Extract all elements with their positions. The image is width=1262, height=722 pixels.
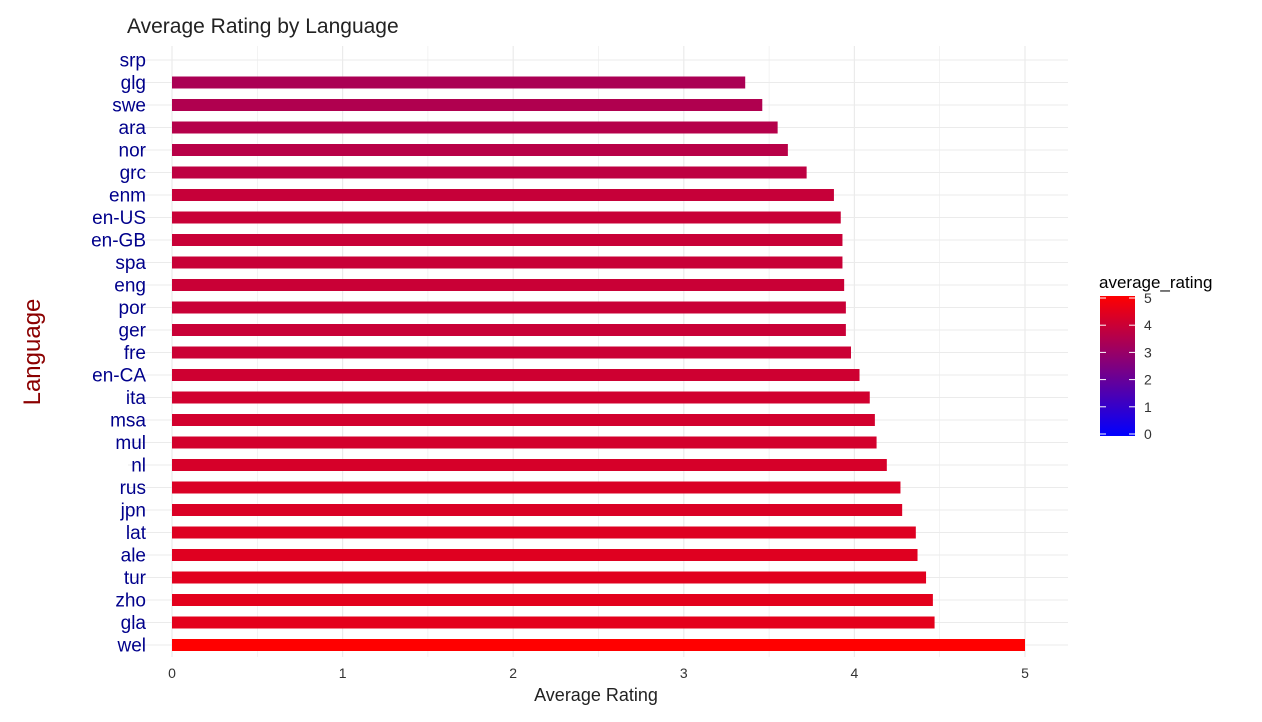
y-tick-label: tur	[124, 568, 147, 589]
y-tick-label: en-CA	[92, 366, 146, 387]
bar-fre	[172, 346, 851, 359]
y-tick-label: msa	[110, 411, 146, 432]
legend-tick-label: 4	[1144, 317, 1152, 333]
x-tick-label: 3	[680, 665, 688, 681]
y-tick-label: nor	[119, 141, 147, 162]
y-tick-label: nl	[131, 456, 146, 477]
chart-title: Average Rating by Language	[127, 15, 399, 38]
y-tick-label: grc	[120, 163, 146, 184]
y-tick-label: eng	[114, 276, 146, 297]
y-tick-label: swe	[112, 96, 146, 117]
legend-tick-label: 3	[1144, 344, 1152, 360]
y-tick-label: en-GB	[91, 231, 146, 252]
y-tick-label: enm	[109, 186, 146, 207]
y-tick-label: ita	[126, 388, 147, 409]
bar-ita	[172, 391, 870, 404]
bar-en-CA	[172, 369, 860, 381]
bar-jpn	[172, 504, 903, 516]
bar-glg	[172, 76, 746, 89]
y-tick-label: srp	[120, 51, 146, 72]
legend-color-bar	[1100, 296, 1135, 436]
y-axis-label: Language	[19, 299, 46, 406]
x-tick-label: 4	[851, 665, 859, 681]
legend-title: average_rating	[1099, 273, 1212, 292]
y-tick-label: spa	[115, 253, 146, 274]
y-tick-label: por	[119, 298, 147, 319]
bar-spa	[172, 256, 843, 269]
y-tick-label: zho	[115, 591, 146, 612]
bar-grc	[172, 166, 807, 179]
bar-msa	[172, 414, 875, 426]
bar-gla	[172, 616, 935, 629]
y-tick-labels: srpglgswearanorgrcenmen-USen-GBspaengpor…	[91, 51, 147, 657]
x-tick-label: 1	[339, 665, 347, 681]
y-tick-label: en-US	[92, 208, 146, 229]
bar-ara	[172, 121, 778, 134]
x-tick-label: 2	[509, 665, 517, 681]
y-tick-label: mul	[115, 433, 146, 454]
y-tick-label: gla	[121, 613, 147, 634]
bar-nl	[172, 459, 887, 471]
bar-zho	[172, 594, 933, 606]
y-tick-label: glg	[121, 73, 146, 94]
bar-nor	[172, 144, 788, 156]
x-axis-label: Average Rating	[534, 685, 658, 705]
bar-ger	[172, 324, 846, 336]
y-tick-label: rus	[120, 478, 146, 499]
bar-lat	[172, 526, 916, 539]
y-tick-label: ger	[119, 321, 147, 342]
x-tick-label: 0	[168, 665, 176, 681]
legend-tick-label: 1	[1144, 399, 1152, 415]
legend-tick-label: 2	[1144, 372, 1152, 388]
y-tick-label: wel	[116, 636, 146, 657]
bar-por	[172, 301, 846, 314]
bar-en-GB	[172, 234, 843, 246]
bar-eng	[172, 279, 845, 291]
legend-ticks: 5 4 3 2 1 0	[1100, 290, 1152, 442]
bar-rus	[172, 481, 901, 494]
bar-enm	[172, 189, 834, 201]
legend-tick-label: 5	[1144, 290, 1152, 306]
color-legend: average_rating 5 4 3 2 1 0	[1099, 273, 1212, 442]
y-tick-label: ara	[119, 118, 147, 139]
x-tick-labels: 0 1 2 3 4 5	[168, 665, 1029, 681]
bar-tur	[172, 571, 927, 584]
legend-tick-label: 0	[1144, 426, 1152, 442]
y-tick-label: fre	[124, 343, 146, 364]
y-tick-label: jpn	[120, 501, 146, 522]
x-tick-label: 5	[1021, 665, 1029, 681]
bar-swe	[172, 99, 763, 111]
y-tick-label: lat	[126, 523, 147, 544]
bar-mul	[172, 436, 877, 449]
y-tick-label: ale	[121, 546, 146, 567]
bar-en-US	[172, 211, 841, 224]
bar-wel	[172, 639, 1025, 651]
bar-ale	[172, 549, 918, 561]
bars	[172, 76, 1025, 651]
